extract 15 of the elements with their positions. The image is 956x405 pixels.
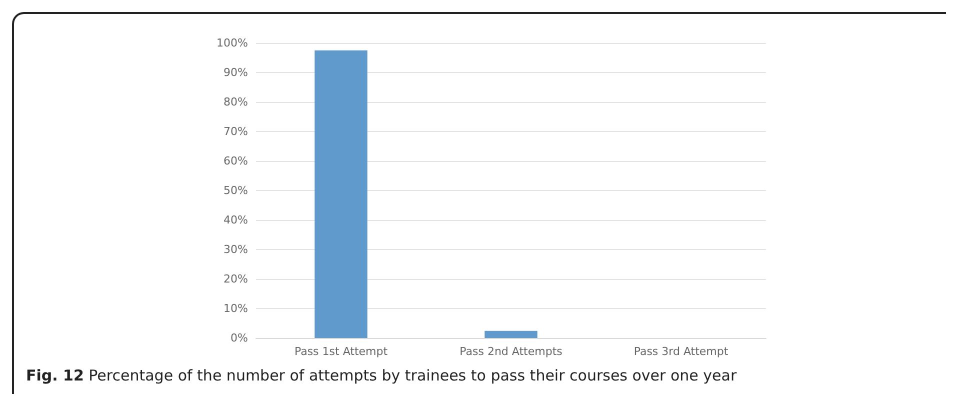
y-tick-label: 70% <box>224 125 248 138</box>
y-tick-label: 0% <box>230 332 248 344</box>
y-tick-label: 100% <box>216 36 248 50</box>
caption: Fig. 12 Percentage of the number of attempts by trainees to pass their courses over one year <box>26 366 738 384</box>
y-tick-label: 20% <box>224 272 248 286</box>
y-tick-label: 30% <box>224 243 248 256</box>
y-tick-label: 10% <box>224 302 248 315</box>
y-tick-label: 50% <box>224 184 248 197</box>
x-tick-label: Pass 3rd Attempt <box>634 345 729 358</box>
x-tick-label: Pass 2nd Attempts <box>460 345 563 358</box>
y-tick-label: 80% <box>224 96 248 108</box>
y-tick-label: 40% <box>224 214 248 226</box>
y-tick-label: 60% <box>224 154 248 168</box>
y-tick-label: 90% <box>224 66 248 79</box>
x-tick-label: Pass 1st Attempt <box>294 345 388 358</box>
